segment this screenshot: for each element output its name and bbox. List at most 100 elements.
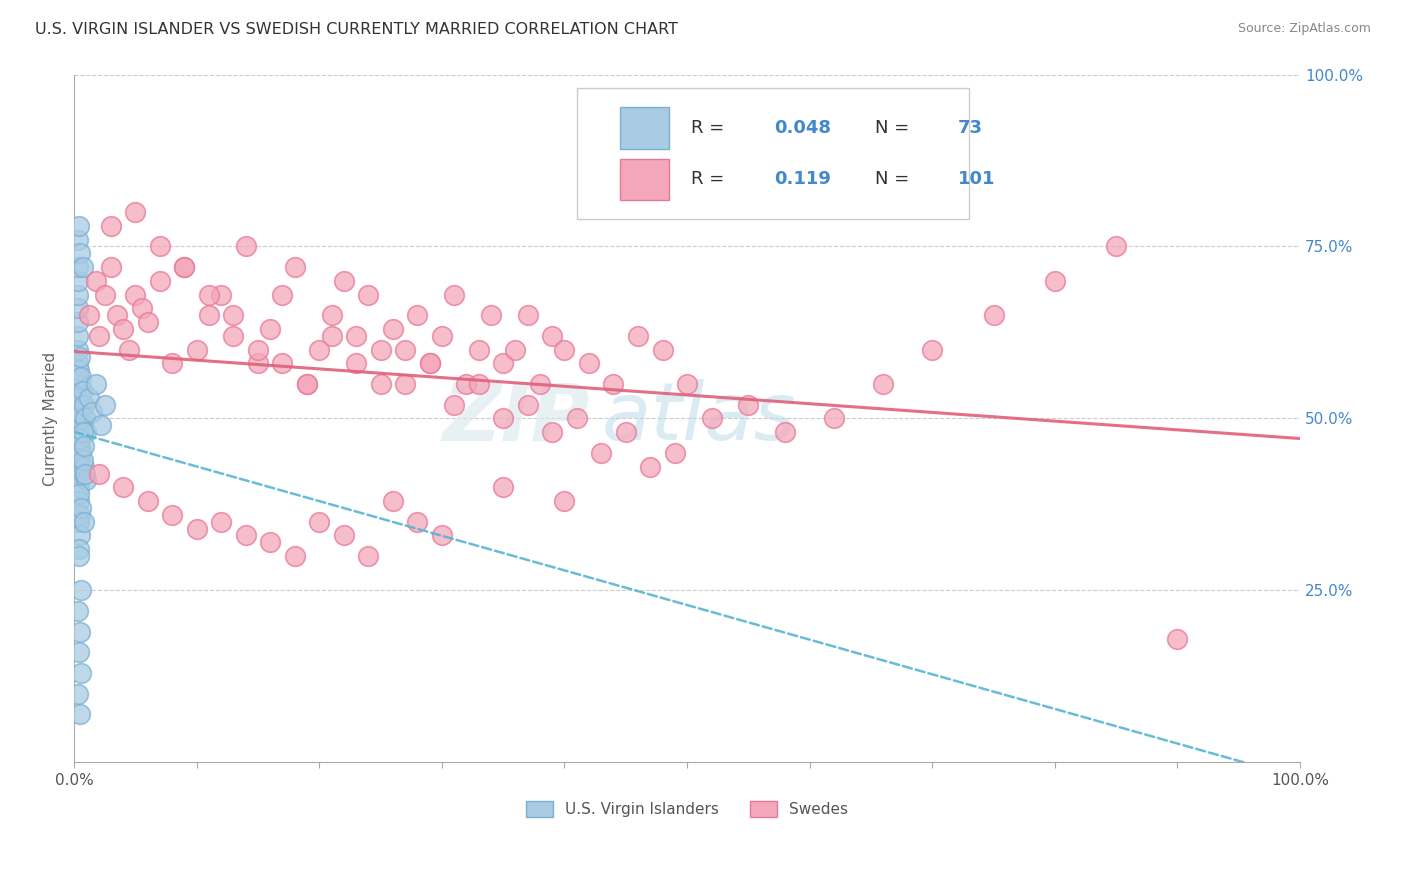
Point [67, 404, 90, 418]
Point [69, 411, 91, 425]
Point [77, 391, 100, 405]
Point [67, 480, 90, 494]
Point [308, 343, 330, 357]
Point [67, 363, 90, 377]
Point [67, 487, 90, 501]
Point [149, 274, 172, 288]
Point [66, 391, 89, 405]
Point [66, 233, 89, 247]
Point [209, 287, 232, 301]
Text: 73: 73 [957, 119, 983, 136]
Point [70, 446, 93, 460]
Point [591, 446, 613, 460]
Point [124, 287, 146, 301]
Point [66, 377, 89, 392]
Point [602, 377, 624, 392]
Point [160, 356, 183, 370]
Point [67, 370, 90, 384]
Point [67, 459, 90, 474]
Point [72, 452, 94, 467]
Text: 101: 101 [957, 170, 995, 188]
Point [295, 377, 318, 392]
Point [67, 515, 90, 529]
Point [69, 467, 91, 481]
Point [84, 274, 107, 288]
Point [553, 343, 575, 357]
Point [492, 411, 515, 425]
Point [186, 522, 208, 536]
Point [67, 549, 90, 563]
Point [67, 645, 90, 659]
Point [75, 474, 97, 488]
Point [66, 343, 89, 357]
Text: N =: N = [875, 170, 915, 188]
Point [66, 377, 89, 392]
Point [67, 404, 90, 418]
Point [467, 343, 489, 357]
Point [357, 287, 380, 301]
Point [381, 494, 404, 508]
Point [66, 315, 89, 329]
Point [516, 398, 538, 412]
Point [271, 356, 294, 370]
Point [66, 398, 89, 412]
Point [700, 411, 723, 425]
Legend: U.S. Virgin Islanders, Swedes: U.S. Virgin Islanders, Swedes [519, 796, 855, 823]
Point [84, 377, 107, 392]
Point [676, 377, 699, 392]
Point [773, 425, 796, 440]
Point [72, 425, 94, 440]
Text: 0.048: 0.048 [775, 119, 831, 136]
Point [505, 343, 527, 357]
Point [75, 411, 97, 425]
Point [492, 356, 515, 370]
Text: Source: ZipAtlas.com: Source: ZipAtlas.com [1237, 22, 1371, 36]
Point [186, 343, 208, 357]
Point [1105, 239, 1128, 253]
Point [67, 384, 90, 398]
Point [198, 287, 221, 301]
Point [66, 329, 89, 343]
Point [246, 343, 269, 357]
Point [67, 219, 90, 233]
Point [66, 687, 89, 701]
Text: R =: R = [690, 119, 730, 136]
Point [565, 411, 588, 425]
Point [67, 391, 90, 405]
Point [1166, 632, 1188, 646]
Text: ZIP: ZIP [441, 379, 589, 458]
Point [333, 274, 356, 288]
Point [73, 439, 96, 453]
Point [149, 239, 172, 253]
Point [614, 425, 637, 440]
Point [1043, 274, 1066, 288]
Point [173, 260, 195, 274]
Point [344, 356, 367, 370]
Point [640, 459, 662, 474]
Point [66, 604, 89, 618]
Point [479, 308, 502, 322]
Point [69, 624, 91, 639]
Point [370, 343, 392, 357]
Point [69, 377, 91, 392]
Point [357, 549, 380, 563]
Text: U.S. VIRGIN ISLANDER VS SWEDISH CURRENTLY MARRIED CORRELATION CHART: U.S. VIRGIN ISLANDER VS SWEDISH CURRENTL… [35, 22, 678, 37]
Point [419, 356, 441, 370]
Point [69, 528, 91, 542]
Point [308, 515, 330, 529]
Point [70, 583, 93, 598]
Point [69, 439, 91, 453]
Point [394, 343, 416, 357]
Point [983, 308, 1005, 322]
Point [370, 377, 392, 392]
Point [93, 398, 115, 412]
Y-axis label: Currently Married: Currently Married [44, 351, 58, 485]
Point [235, 528, 257, 542]
Point [75, 425, 97, 440]
Point [394, 377, 416, 392]
Point [100, 260, 122, 274]
Point [124, 205, 146, 219]
Point [66, 274, 89, 288]
Point [105, 308, 128, 322]
Point [73, 398, 96, 412]
